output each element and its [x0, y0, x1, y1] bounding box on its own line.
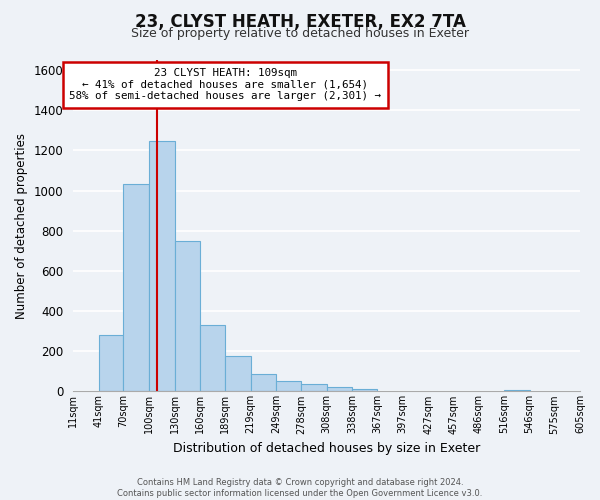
Text: 23, CLYST HEATH, EXETER, EX2 7TA: 23, CLYST HEATH, EXETER, EX2 7TA: [134, 12, 466, 30]
Text: Contains HM Land Registry data © Crown copyright and database right 2024.
Contai: Contains HM Land Registry data © Crown c…: [118, 478, 482, 498]
Bar: [251, 374, 276, 392]
Bar: [352, 390, 377, 392]
Bar: [124, 184, 149, 392]
X-axis label: Distribution of detached houses by size in Exeter: Distribution of detached houses by size …: [173, 442, 480, 455]
Bar: [200, 325, 225, 392]
Text: 23 CLYST HEATH: 109sqm
← 41% of detached houses are smaller (1,654)
58% of semi-: 23 CLYST HEATH: 109sqm ← 41% of detached…: [69, 68, 381, 102]
Bar: [326, 388, 352, 392]
Bar: [175, 241, 200, 392]
Text: Size of property relative to detached houses in Exeter: Size of property relative to detached ho…: [131, 28, 469, 40]
Bar: [149, 142, 175, 392]
Bar: [225, 356, 251, 392]
Bar: [276, 382, 301, 392]
Bar: [301, 384, 326, 392]
Bar: [98, 335, 124, 392]
Bar: [504, 390, 530, 392]
Y-axis label: Number of detached properties: Number of detached properties: [15, 132, 28, 318]
